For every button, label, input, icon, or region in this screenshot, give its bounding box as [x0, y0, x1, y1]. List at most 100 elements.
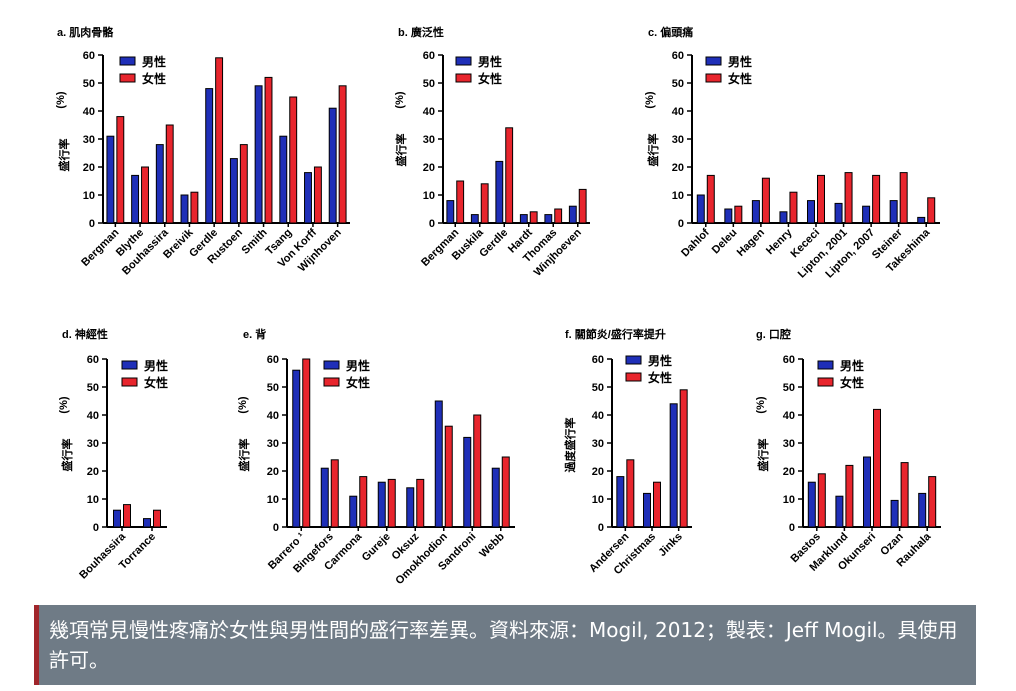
y-tick-label: 10 [783, 494, 795, 506]
legend-label-male: 男性 [144, 358, 168, 373]
bar-female [817, 473, 826, 528]
chart-panel-6: f. 關節炎/盛行率提升0102030405060過度盛行率AndersenCh… [563, 327, 692, 577]
x-tick-label: Smith [240, 226, 270, 256]
bar-male [406, 487, 415, 528]
y-tick-label: 60 [783, 354, 795, 366]
y-tick-label: 60 [87, 354, 99, 366]
legend-swatch-female [323, 377, 340, 387]
y-axis-label: 盛行率 [756, 439, 770, 472]
bar-female [928, 476, 937, 528]
legend-swatch-female [817, 377, 834, 387]
bar-male [377, 481, 386, 528]
bar-female [359, 476, 368, 528]
bar-female [817, 174, 825, 224]
bar-female [899, 172, 908, 224]
y-axis-unit: (%) [55, 91, 67, 108]
y-tick-label: 60 [423, 50, 435, 62]
bar-female [215, 57, 224, 224]
y-tick-label: 10 [592, 494, 604, 506]
bar-female [734, 205, 743, 224]
y-tick-label: 0 [678, 218, 684, 230]
bar-female [789, 191, 798, 224]
bar-female [505, 127, 514, 224]
y-tick-label: 60 [83, 50, 95, 62]
x-tick-label: Dahlof [679, 226, 712, 259]
bar-female [264, 76, 273, 224]
bar-female [387, 478, 396, 528]
y-tick-label: 30 [83, 134, 95, 146]
y-tick-label: 10 [672, 190, 684, 202]
y-tick-label: 40 [423, 106, 435, 118]
legend-swatch-male [817, 360, 834, 370]
legend-label-male: 男性 [142, 54, 166, 69]
legend-swatch-female [705, 73, 722, 83]
bar-male [495, 160, 504, 224]
charts-area: a. 肌肉骨骼0102030405060盛行率(%)BergmanBlytheB… [55, 25, 941, 587]
bar-male [862, 205, 871, 224]
y-tick-label: 30 [423, 134, 435, 146]
bar-male [863, 456, 871, 528]
bar-female [873, 408, 881, 528]
legend-swatch-male [705, 56, 722, 66]
chart-title: a. 肌肉骨骼 [57, 25, 114, 39]
bar-male [155, 144, 164, 224]
bar-female [416, 478, 425, 528]
y-tick-label: 50 [423, 78, 435, 90]
bar-female [706, 174, 715, 224]
legend-label-female: 女性 [142, 71, 166, 86]
bar-male [918, 492, 927, 528]
bar-male [724, 208, 733, 224]
bar-female [141, 166, 149, 224]
legend-label-male: 男性 [346, 358, 370, 373]
y-axis-label: 盛行率 [237, 439, 251, 472]
y-tick-label: 30 [783, 438, 795, 450]
bar-male [292, 369, 301, 528]
bar-female [578, 188, 587, 224]
chart-title: g. 口腔 [756, 327, 791, 341]
bar-female [761, 177, 770, 224]
chart-panel-3: c. 偏頭痛0102030405060盛行率(%)DahlofDeleuHage… [644, 25, 940, 281]
y-tick-label: 50 [267, 382, 279, 394]
bar-male [835, 495, 844, 528]
bar-female [330, 459, 339, 528]
chart-title: e. 背 [243, 327, 266, 341]
y-tick-label: 30 [672, 134, 684, 146]
bar-male [446, 200, 455, 224]
y-axis-unit: (%) [755, 396, 767, 413]
x-tick-label: Gureje [360, 531, 393, 564]
legend-swatch-male [119, 56, 136, 66]
bar-female [626, 459, 635, 528]
legend-swatch-male [625, 355, 642, 365]
y-axis-unit: (%) [394, 91, 406, 108]
y-axis-unit: (%) [58, 396, 70, 413]
bar-female [302, 358, 311, 528]
bar-female [480, 183, 489, 224]
legend-swatch-male [121, 360, 138, 370]
y-tick-label: 20 [83, 162, 95, 174]
bar-male [254, 85, 263, 224]
legend-label-male: 男性 [648, 353, 672, 368]
y-tick-label: 50 [783, 382, 795, 394]
bar-male [180, 194, 189, 224]
y-tick-label: 40 [783, 410, 795, 422]
bar-male [131, 174, 140, 224]
bar-male [320, 467, 329, 528]
legend-label-female: 女性 [840, 375, 864, 390]
bar-male [470, 214, 479, 224]
bar-female [165, 124, 174, 224]
legend-swatch-female [455, 73, 472, 83]
legend-swatch-male [323, 360, 340, 370]
bar-male [113, 509, 121, 528]
figure-caption: 幾項常見慢性疼痛於女性與男性間的盛行率差異。資料來源：Mogil, 2012；製… [34, 605, 976, 685]
bar-female [116, 116, 125, 224]
y-tick-label: 10 [87, 494, 99, 506]
y-axis-unit: (%) [644, 91, 656, 108]
bar-female [444, 425, 453, 528]
bar-male [463, 436, 472, 528]
y-tick-label: 10 [423, 190, 435, 202]
